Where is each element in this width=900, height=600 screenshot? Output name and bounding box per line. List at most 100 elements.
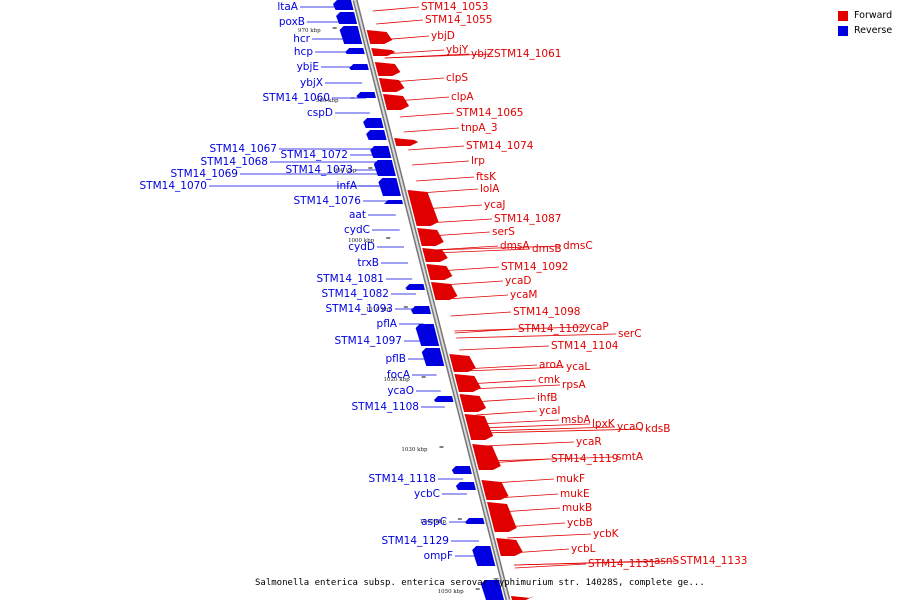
reverse-gene-block — [378, 178, 401, 196]
reverse-gene-label: STM14_1118 — [369, 473, 436, 485]
forward-leader-line — [403, 127, 460, 133]
forward-leader-line — [450, 311, 512, 317]
forward-gene-label: mukB — [562, 502, 592, 514]
forward-gene-block — [374, 62, 401, 76]
reverse-gene-label: STM14_1097 — [335, 335, 402, 347]
forward-leader-line — [464, 366, 565, 372]
forward-leader-line — [416, 176, 475, 182]
forward-leader-line — [496, 493, 559, 499]
forward-gene-label: ycaI — [539, 405, 561, 417]
forward-gene-label: cmk — [538, 374, 561, 386]
forward-gene-block — [382, 94, 410, 110]
forward-leader-line — [459, 345, 550, 351]
reverse-gene-label: STM14_1073 — [286, 164, 353, 176]
reverse-gene-label: trxB — [357, 257, 379, 269]
forward-gene-label: mukE — [560, 488, 590, 500]
reverse-gene-label: STM14_1067 — [210, 143, 277, 155]
forward-leader-line — [380, 35, 430, 41]
forward-gene-block — [426, 264, 453, 280]
forward-gene-label: STM14_1098 — [513, 306, 580, 318]
forward-leader-line — [390, 77, 445, 83]
legend-forward-label: Forward — [854, 10, 893, 21]
forward-leader-line — [478, 419, 560, 425]
forward-gene-label: STM14_1104 — [551, 340, 619, 352]
forward-gene-label: STM14_1119 — [551, 453, 618, 465]
forward-gene-label: tnpA_3 — [461, 122, 498, 134]
forward-gene-label: kdsB — [645, 423, 670, 435]
forward-leader-line — [433, 245, 562, 251]
forward-gene-label: clpS — [446, 72, 468, 84]
forward-leader-line — [434, 248, 531, 254]
forward-gene-block — [510, 596, 534, 600]
forward-gene-label: ycbL — [571, 543, 596, 555]
forward-gene-label: serC — [618, 328, 642, 340]
reverse-gene-label: infA — [337, 180, 358, 192]
reverse-gene-block — [451, 466, 472, 474]
reverse-gene-label: pflA — [377, 318, 398, 330]
reverse-gene-block — [333, 0, 354, 10]
reverse-gene-block — [356, 92, 376, 98]
tick-label: 1020 kbp — [384, 377, 411, 383]
forward-gene-label: dmsC — [563, 240, 593, 252]
forward-leader-line — [456, 333, 617, 339]
forward-leader-line — [372, 6, 420, 12]
legend-reverse: Reverse — [838, 23, 892, 38]
forward-gene-label: ycaD — [505, 275, 532, 287]
forward-gene-label: STM14_1065 — [456, 107, 523, 119]
reverse-gene-block — [366, 130, 387, 140]
forward-gene-label: rpsA — [562, 379, 586, 391]
reverse-swatch — [838, 25, 848, 36]
forward-gene-label: mukF — [556, 473, 585, 485]
reverse-gene-label: ybjX — [300, 77, 323, 89]
forward-gene-block — [481, 480, 509, 500]
forward-leader-line — [423, 204, 483, 210]
forward-gene-label: ycaJ — [484, 199, 506, 211]
sequence-backbone — [352, 0, 511, 600]
reverse-gene-label: STM14_1108 — [352, 401, 419, 413]
forward-gene-block — [422, 248, 448, 262]
forward-gene-block — [417, 228, 444, 246]
reverse-gene-block — [373, 160, 396, 176]
gene-blocks — [333, 0, 534, 600]
reverse-gene-label: STM14_1060 — [263, 92, 330, 104]
tick-label: 1010 kbp — [366, 307, 393, 313]
forward-leader-line — [399, 112, 455, 118]
forward-gene-label: smtA — [616, 451, 644, 463]
reverse-gene-label: STM14_1068 — [201, 156, 268, 168]
reverse-gene-block — [339, 26, 363, 44]
genome-caption: Salmonella enterica subsp. enterica sero… — [255, 578, 705, 588]
forward-gene-label: STM14_1092 — [501, 261, 568, 273]
forward-gene-label: ycaL — [566, 361, 590, 373]
forward-leader-line — [472, 397, 536, 403]
reverse-gene-label: cydD — [348, 241, 375, 253]
reverse-gene-block — [465, 518, 485, 524]
forward-leader-line — [500, 507, 561, 513]
forward-gene-block — [459, 394, 487, 412]
reverse-gene-label: hcr — [293, 33, 310, 45]
strand-legend: Forward Reverse — [838, 8, 892, 38]
reverse-gene-block — [405, 284, 425, 290]
forward-gene-block — [454, 374, 481, 392]
reverse-gene-label: poxB — [279, 16, 305, 28]
backbone-line — [354, 0, 509, 600]
reverse-gene-label: hcp — [294, 46, 313, 58]
reverse-gene-label: STM14_1076 — [294, 195, 362, 207]
legend-forward: Forward — [838, 8, 892, 23]
forward-gene-label: ybjY — [446, 44, 469, 56]
forward-gene-block — [378, 78, 405, 92]
forward-gene-label: ycaR — [576, 436, 602, 448]
tick-label: 980 kbp — [316, 98, 339, 104]
forward-gene-label: msbA — [561, 414, 591, 426]
forward-leader-line — [395, 96, 450, 102]
forward-gene-block — [371, 48, 396, 56]
reverse-gene-label: STM14_1070 — [140, 180, 207, 192]
reverse-gene-label: ltaA — [277, 1, 298, 13]
tick-label: 970 kbp — [298, 28, 321, 34]
reverse-gene-label: ycaO — [387, 385, 414, 397]
reverse-gene-label: ycbC — [414, 488, 440, 500]
forward-gene-block — [496, 538, 523, 556]
forward-gene-label: ycaM — [510, 289, 537, 301]
reverse-gene-label: STM14_1072 — [281, 149, 348, 161]
forward-gene-label: STM14_1102 — [518, 323, 585, 335]
